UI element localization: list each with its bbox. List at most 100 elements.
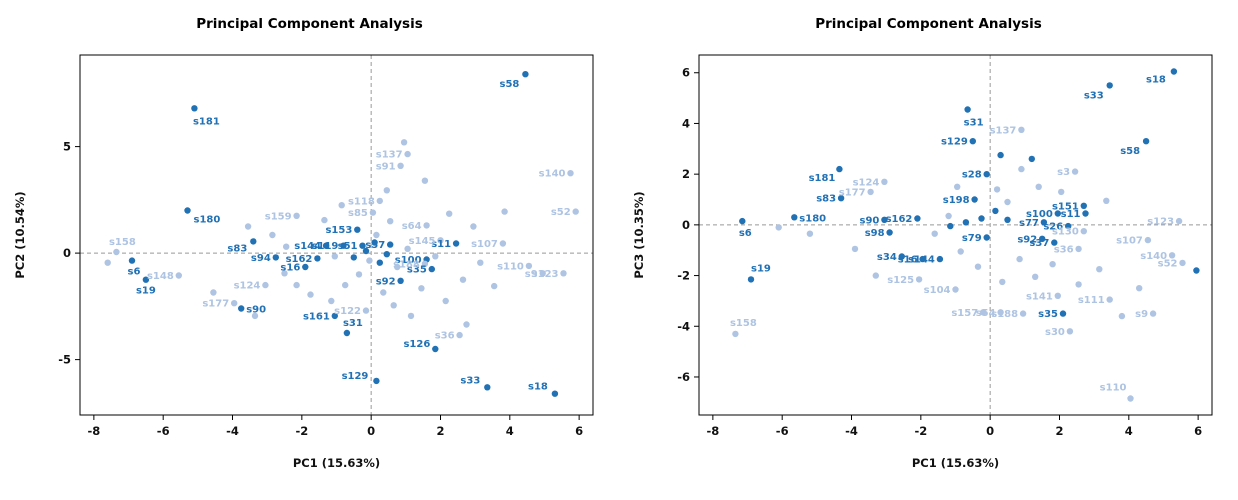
y-tick-label: -2 bbox=[677, 269, 690, 283]
data-point bbox=[851, 245, 859, 253]
data-point bbox=[314, 255, 321, 262]
data-point bbox=[342, 281, 349, 289]
data-point bbox=[210, 289, 217, 296]
data-point bbox=[551, 390, 559, 397]
point-label: s181 bbox=[809, 173, 836, 184]
x-tick-label: -6 bbox=[157, 424, 170, 438]
data-point bbox=[499, 240, 507, 247]
point-label: s51 bbox=[338, 241, 358, 252]
point-label: s90 bbox=[860, 215, 880, 226]
point-label: s140 bbox=[539, 169, 566, 180]
data-point bbox=[283, 243, 290, 250]
point-label: s145 bbox=[409, 236, 436, 247]
point-label: s124 bbox=[234, 281, 261, 292]
point-label: s83 bbox=[816, 194, 836, 205]
data-point bbox=[919, 255, 926, 263]
point-label: s30 bbox=[1045, 327, 1065, 338]
x-axis-label: PC1 (15.63%) bbox=[912, 456, 999, 470]
data-point bbox=[142, 276, 150, 283]
data-point bbox=[1179, 259, 1186, 267]
data-point bbox=[1193, 267, 1200, 274]
data-point bbox=[1054, 292, 1061, 299]
data-point bbox=[997, 309, 1004, 316]
point-label: s19 bbox=[136, 286, 156, 297]
data-point bbox=[969, 138, 976, 145]
point-label: s16 bbox=[898, 255, 918, 266]
data-point bbox=[104, 259, 111, 266]
x-tick-label: 0 bbox=[367, 424, 375, 438]
point-label: s35 bbox=[407, 265, 427, 276]
data-point bbox=[914, 215, 921, 222]
point-label: s36 bbox=[435, 331, 455, 342]
data-point bbox=[175, 272, 182, 279]
point-label: s119 bbox=[312, 241, 339, 252]
point-label: s83 bbox=[227, 243, 247, 254]
data-point bbox=[1168, 252, 1176, 259]
point-label: s130 bbox=[1052, 227, 1079, 238]
point-label: s34 bbox=[877, 252, 897, 263]
point-label: s111 bbox=[1078, 295, 1105, 306]
point-label: s144 bbox=[294, 241, 321, 252]
point-label: s6 bbox=[739, 228, 752, 239]
point-label: s157 bbox=[951, 308, 978, 319]
data-point bbox=[387, 218, 394, 225]
data-point bbox=[442, 297, 449, 305]
x-tick-label: 6 bbox=[1194, 424, 1202, 438]
data-point bbox=[404, 150, 411, 158]
x-tick-label: 2 bbox=[436, 424, 444, 438]
data-point bbox=[957, 248, 964, 255]
x-tick-label: -2 bbox=[295, 424, 308, 438]
data-point bbox=[997, 151, 1004, 159]
point-label: s162 bbox=[286, 254, 313, 265]
point-label: s58 bbox=[1120, 146, 1140, 157]
x-tick-label: 4 bbox=[1125, 424, 1133, 438]
y-axis-label: PC2 (10.54%) bbox=[13, 191, 27, 278]
data-point bbox=[293, 281, 300, 289]
point-label: s52 bbox=[551, 207, 571, 218]
point-label: s161 bbox=[303, 311, 330, 322]
data-point bbox=[373, 377, 380, 385]
x-tick-label: -4 bbox=[845, 424, 858, 438]
data-point bbox=[383, 251, 390, 258]
data-point bbox=[380, 289, 387, 296]
data-point bbox=[1103, 197, 1110, 204]
data-point bbox=[371, 239, 378, 246]
data-point bbox=[362, 307, 370, 314]
data-point bbox=[452, 240, 460, 247]
data-point bbox=[1118, 312, 1126, 320]
data-point bbox=[376, 197, 383, 205]
data-point bbox=[437, 237, 444, 244]
x-tick-label: -2 bbox=[914, 424, 927, 438]
point-label: s16 bbox=[280, 263, 300, 274]
data-point bbox=[338, 202, 345, 209]
data-point bbox=[836, 165, 843, 173]
data-point bbox=[421, 177, 429, 184]
y-tick-label: 5 bbox=[63, 140, 71, 154]
data-point bbox=[775, 224, 782, 231]
data-point bbox=[302, 263, 309, 271]
pca-chart-pc1-pc3: Principal Component Analysis s18 s33 s58 s3… bbox=[619, 0, 1238, 500]
point-label: s79 bbox=[962, 233, 982, 244]
data-point bbox=[837, 195, 845, 202]
point-label: s77 bbox=[1019, 218, 1039, 229]
data-point bbox=[397, 162, 404, 169]
data-point bbox=[572, 208, 579, 215]
data-point bbox=[567, 170, 574, 177]
data-point bbox=[404, 245, 411, 252]
data-point bbox=[739, 217, 746, 225]
data-point bbox=[1051, 239, 1058, 246]
plot-border bbox=[698, 54, 1213, 416]
data-point bbox=[947, 222, 954, 230]
point-label: s31 bbox=[964, 118, 984, 129]
x-tick-label: 6 bbox=[575, 424, 583, 438]
data-point bbox=[539, 270, 546, 277]
data-point bbox=[1040, 219, 1048, 226]
chart-title: Principal Component Analysis bbox=[196, 16, 423, 32]
point-label: s129 bbox=[941, 137, 968, 148]
point-label: s35 bbox=[1038, 309, 1058, 320]
data-point bbox=[491, 282, 498, 290]
point-label: s126 bbox=[403, 339, 430, 350]
data-point bbox=[244, 223, 252, 230]
data-point bbox=[1059, 310, 1067, 317]
